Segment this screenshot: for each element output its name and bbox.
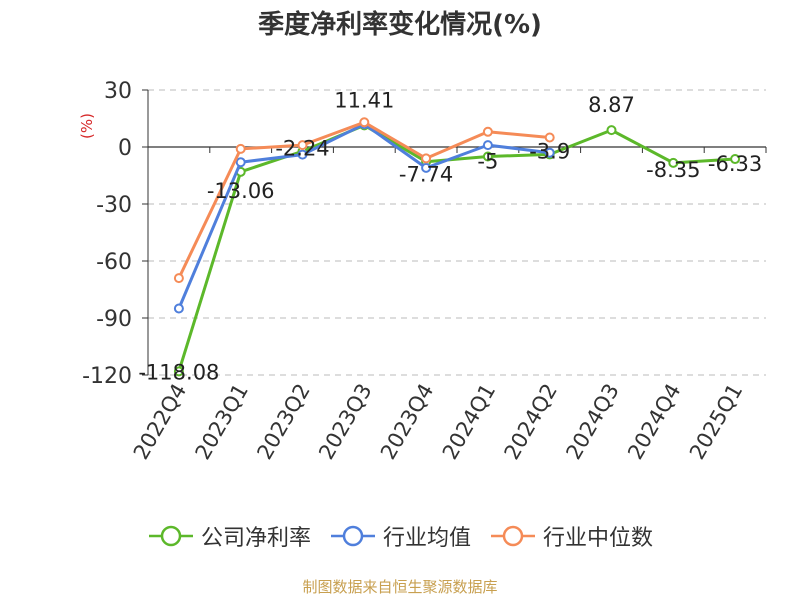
data-label: -118.08 bbox=[138, 360, 219, 384]
x-tick-label: 2024Q1 bbox=[438, 380, 500, 464]
data-point bbox=[235, 143, 246, 154]
data-label: -7.74 bbox=[399, 163, 453, 187]
x-tick-label: 2023Q4 bbox=[376, 379, 438, 463]
chart-title: 季度净利率变化情况(%) bbox=[258, 10, 542, 40]
data-point bbox=[668, 157, 679, 168]
data-point bbox=[297, 140, 308, 151]
x-tick-label: 2023Q1 bbox=[191, 380, 253, 464]
grid-layer bbox=[148, 89, 766, 376]
data-point bbox=[544, 147, 555, 158]
data-point bbox=[173, 273, 184, 284]
legend-label: 行业均值 bbox=[382, 526, 471, 551]
legend-swatch-icon bbox=[491, 525, 535, 547]
data-point bbox=[606, 125, 617, 136]
y-tick-label: -30 bbox=[96, 193, 132, 218]
series-layer bbox=[173, 117, 741, 377]
data-point bbox=[235, 157, 246, 168]
data-point bbox=[544, 132, 555, 143]
data-point bbox=[173, 303, 184, 314]
legend-swatch-icon bbox=[330, 525, 375, 547]
x-tick-label: 2024Q2 bbox=[500, 380, 562, 464]
legend-label: 行业中位数 bbox=[543, 526, 654, 551]
legend-swatch-icon bbox=[148, 525, 193, 547]
legend-item[interactable]: 行业均值 bbox=[329, 520, 471, 552]
data-point bbox=[730, 154, 741, 165]
x-tick-label: 2024Q3 bbox=[561, 380, 623, 464]
data-label: -6.33 bbox=[708, 152, 762, 176]
x-tick-label: 2022Q4 bbox=[129, 380, 191, 464]
y-tick-label: -60 bbox=[96, 250, 132, 275]
y-tick-label: 0 bbox=[118, 136, 132, 161]
y-tick-label: 30 bbox=[104, 79, 132, 104]
data-label: -2.24 bbox=[275, 136, 329, 160]
data-point bbox=[482, 140, 493, 151]
data-point bbox=[482, 151, 493, 162]
series-line-0 bbox=[177, 123, 736, 372]
x-tick-label: 2023Q3 bbox=[314, 380, 376, 464]
data-label: -13.06 bbox=[207, 179, 275, 203]
x-tick-label: 2024Q4 bbox=[623, 380, 685, 464]
data-point bbox=[421, 153, 432, 164]
y-tick-label: -90 bbox=[96, 307, 132, 332]
y-tick-label: -120 bbox=[82, 364, 132, 389]
chart-legend: 公司净利率 行业均值 行业中位数 bbox=[0, 520, 800, 552]
data-label: -3.9 bbox=[529, 139, 570, 163]
data-point bbox=[297, 149, 308, 160]
data-label: -8.35 bbox=[646, 158, 700, 182]
data-point bbox=[359, 117, 370, 128]
legend-label: 公司净利率 bbox=[200, 526, 311, 551]
x-tick-label: 2023Q2 bbox=[252, 380, 314, 464]
legend-item[interactable]: 公司净利率 bbox=[147, 520, 311, 552]
data-point bbox=[421, 162, 432, 173]
data-point bbox=[482, 126, 493, 137]
legend-item[interactable]: 行业中位数 bbox=[489, 520, 653, 552]
data-label: 11.41 bbox=[334, 88, 394, 112]
data-label: -5 bbox=[477, 150, 498, 174]
data-label: 8.87 bbox=[588, 93, 635, 117]
y-unit-label: (%) bbox=[78, 113, 96, 139]
data-point bbox=[173, 366, 184, 377]
x-tick-label: 2025Q1 bbox=[685, 380, 747, 464]
data-source-note: 制图数据来自恒生聚源数据库 bbox=[302, 578, 498, 596]
